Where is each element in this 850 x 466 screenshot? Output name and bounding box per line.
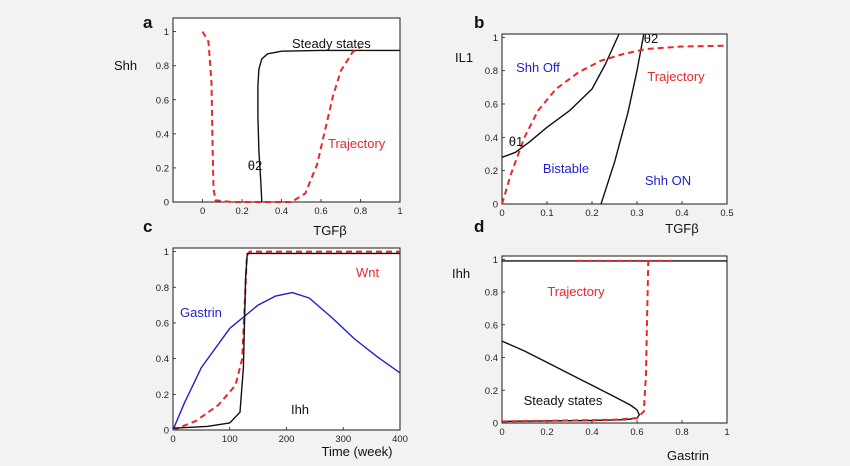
- annotation-label: Gastrin: [180, 305, 222, 320]
- y-tick-label: 0.2: [485, 166, 498, 177]
- panel-b: 0 0.1 0.2 0.3 0.4 0.5 0 0.2 0.4 0.6 0.8 1b IL1 TGFβ Sh…: [455, 13, 734, 236]
- y-tick-label: 0.8: [485, 288, 498, 299]
- x-tick-label: 0.5: [720, 208, 733, 219]
- y-tick-label: 0.8: [156, 61, 169, 72]
- annotation-label: Steady states: [292, 36, 371, 51]
- x-tick-label: 0: [499, 427, 504, 438]
- x-axis-label: TGFβ: [665, 221, 698, 236]
- x-axis-label: Gastrin: [667, 448, 709, 463]
- plot-frame: [172, 17, 401, 203]
- y-tick-label: 0: [164, 198, 169, 209]
- x-tick-label: 0.4: [275, 206, 288, 217]
- series-line-1: [257, 49, 400, 203]
- y-tick-label: 0.6: [156, 95, 169, 106]
- annotation-label: θ1: [509, 134, 523, 149]
- y-tick-label: 0.2: [485, 386, 498, 397]
- y-tick-label: 0.4: [485, 133, 498, 144]
- x-tick-label: 0: [200, 206, 205, 217]
- panel-c: 0 100 200 300 400 0 0.2 0.4 0.6 0.8 1 c Time (week) G…: [143, 217, 408, 459]
- annotation-label: Shh ON: [645, 173, 691, 188]
- x-tick-label: 0.2: [235, 206, 248, 217]
- series-line-2: [600, 33, 645, 205]
- plot-frame: [501, 255, 728, 424]
- annotation-label: Bistable: [543, 161, 589, 176]
- series-line-ihh: [172, 252, 400, 429]
- panel-a: 0 0.2 0.4 0.6 0.8 100.20.40.60.81aShhTGFβStea…: [114, 13, 403, 238]
- y-tick-label: 0.6: [485, 320, 498, 331]
- y-tick-label: 0.4: [156, 354, 169, 365]
- x-axis-label: TGFβ: [313, 223, 346, 238]
- panel-letter: d: [474, 217, 484, 236]
- y-tick-label: 0.2: [156, 163, 169, 174]
- x-tick-label: 200: [279, 434, 295, 445]
- y-tick-label: 1: [493, 255, 498, 266]
- x-tick-label: 0.6: [314, 206, 327, 217]
- panel-letter: a: [143, 13, 153, 32]
- x-tick-label: 100: [222, 434, 238, 445]
- series-line-1: [501, 33, 620, 158]
- annotation-label: Ihh: [291, 402, 309, 417]
- plot-frame: [172, 247, 401, 431]
- x-tick-label: 0.3: [630, 208, 643, 219]
- x-tick-label: 0.4: [675, 208, 688, 219]
- y-tick-label: 1: [164, 27, 169, 38]
- x-tick-label: 300: [335, 434, 351, 445]
- panel-letter: c: [143, 217, 152, 236]
- annotation-label: Trajectory: [647, 69, 705, 84]
- x-tick-label: 0.8: [354, 206, 367, 217]
- series-line-gastrin: [172, 291, 401, 431]
- series-line-3: [501, 44, 728, 205]
- y-tick-label: 0.4: [485, 353, 498, 364]
- y-axis-label: Shh: [114, 58, 137, 73]
- y-tick-label: 0.8: [156, 283, 169, 294]
- x-tick-label: 1: [397, 206, 402, 217]
- y-tick-label: 0.6: [485, 100, 498, 111]
- y-tick-label: 1: [493, 33, 498, 44]
- annotation-label: Wnt: [356, 265, 380, 280]
- x-tick-label: 0.1: [540, 208, 553, 219]
- panel-d: 0 0.2 0.4 0.6 0.8 1 0 0.2 0.4 0.6 0.8 1 d Ihh Gastrin T…: [452, 217, 730, 463]
- x-tick-label: 0: [170, 434, 175, 445]
- annotation-label: θ2: [644, 31, 658, 46]
- x-tick-label: 0: [499, 208, 504, 219]
- annotation-label: θ2: [248, 158, 262, 173]
- annotation-label: Steady states: [524, 393, 603, 408]
- x-tick-label: 400: [392, 434, 408, 445]
- x-tick-label: 0.6: [630, 427, 643, 438]
- annotation-label: Trajectory: [547, 284, 605, 299]
- x-tick-label: 0.2: [540, 427, 553, 438]
- plot-frame: [501, 33, 728, 205]
- x-tick-label: 0.2: [585, 208, 598, 219]
- x-axis-label: Time (week): [321, 444, 392, 459]
- y-tick-label: 0.2: [156, 390, 169, 401]
- y-tick-label: 0: [493, 200, 498, 211]
- annotation-label: Shh Off: [516, 60, 560, 75]
- y-tick-label: 0: [164, 426, 169, 437]
- y-tick-label: 1: [164, 247, 169, 258]
- y-tick-label: 0.6: [156, 318, 169, 329]
- series-line-2: [201, 31, 362, 203]
- y-axis-label: IL1: [455, 50, 473, 65]
- x-tick-label: 0.4: [585, 427, 598, 438]
- y-tick-label: 0.4: [156, 129, 169, 140]
- y-axis-label: Ihh: [452, 266, 470, 281]
- panel-letter: b: [474, 13, 484, 32]
- annotation-label: Trajectory: [328, 136, 386, 151]
- y-tick-label: 0.8: [485, 66, 498, 77]
- x-tick-label: 1: [724, 427, 729, 438]
- y-tick-label: 0: [493, 419, 498, 430]
- series-line-3: [501, 260, 650, 423]
- x-tick-label: 0.8: [675, 427, 688, 438]
